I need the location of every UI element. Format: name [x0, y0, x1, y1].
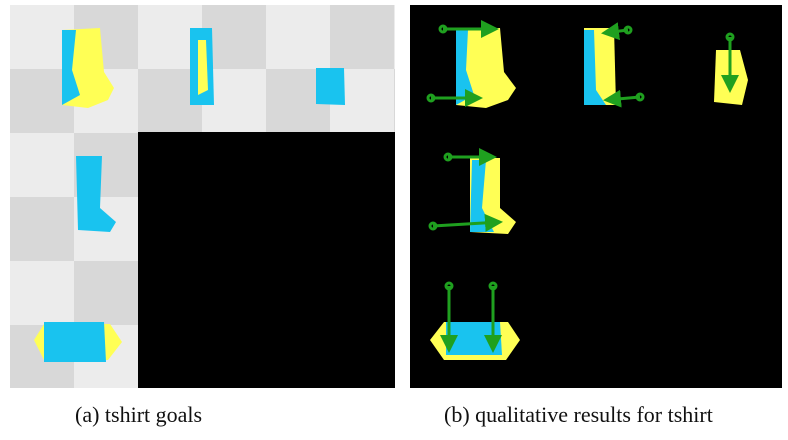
- panel-a-image: [10, 5, 395, 388]
- panel-caption: (a) tshirt goals: [75, 402, 202, 428]
- figure: (a) tshirt goals (b) qualitative results…: [0, 0, 788, 440]
- figure-images: [0, 0, 788, 400]
- panel-caption: (b) qualitative results for tshirt: [444, 402, 713, 428]
- panel-b-image: [410, 5, 782, 388]
